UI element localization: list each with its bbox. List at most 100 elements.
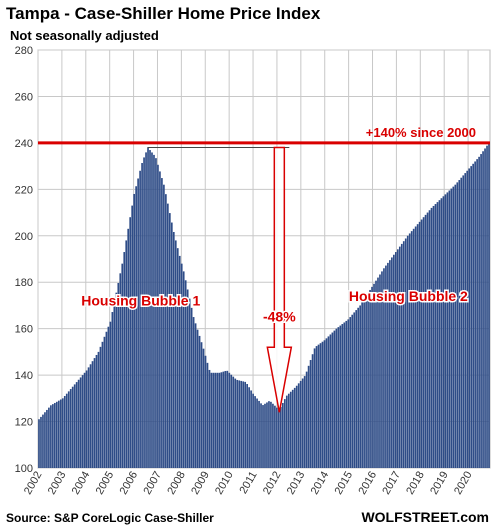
bar <box>321 341 324 468</box>
bar <box>210 372 213 468</box>
bar <box>369 289 371 468</box>
bar <box>361 302 363 468</box>
bar <box>250 390 252 468</box>
bar <box>299 380 302 468</box>
bar <box>462 175 465 468</box>
bar <box>234 378 237 468</box>
bar <box>222 371 225 468</box>
bar <box>79 377 82 468</box>
bar <box>232 376 235 468</box>
bar <box>186 289 189 468</box>
bar <box>75 382 78 468</box>
chart-title: Tampa - Case-Shiller Home Price Index <box>6 4 321 23</box>
bar <box>165 194 167 469</box>
bar <box>174 240 177 468</box>
bar <box>220 372 223 468</box>
bar <box>476 159 478 468</box>
bar <box>317 344 320 468</box>
bar <box>208 369 211 468</box>
bar <box>327 336 330 468</box>
bar <box>373 283 375 468</box>
bar <box>363 299 365 468</box>
bar <box>385 265 387 468</box>
bar <box>325 338 328 468</box>
bar <box>168 213 171 468</box>
bar <box>115 292 118 468</box>
bar <box>283 399 286 468</box>
bar <box>190 307 193 468</box>
bar <box>77 379 80 468</box>
bar <box>289 391 292 468</box>
bar <box>230 374 233 468</box>
bar <box>436 202 439 468</box>
bar <box>256 398 258 468</box>
bars-layer <box>38 142 490 469</box>
bar <box>357 307 360 468</box>
bar <box>172 231 175 468</box>
source-note: Source: S&P CoreLogic Case-Shiller <box>6 511 214 525</box>
bar <box>73 384 76 468</box>
bar <box>278 409 280 468</box>
bar <box>391 257 393 468</box>
bar <box>458 180 461 469</box>
bar <box>408 233 411 468</box>
bar <box>482 151 484 468</box>
drop-arrow <box>266 146 293 413</box>
bar <box>291 389 294 468</box>
bar <box>396 249 399 468</box>
x-tick-label: 2004 <box>70 470 93 497</box>
bar <box>450 188 453 468</box>
x-tick-label: 2009 <box>189 470 212 497</box>
bar <box>103 336 106 468</box>
bar <box>337 327 340 468</box>
bar <box>97 351 100 468</box>
bar <box>353 312 356 468</box>
x-tick-label: 2019 <box>428 470 451 497</box>
bar <box>426 212 429 468</box>
bar <box>83 372 86 468</box>
bar <box>335 328 338 468</box>
bar <box>293 387 296 468</box>
bar <box>323 340 326 468</box>
bar <box>319 343 322 468</box>
x-tick-label: 2015 <box>333 470 356 497</box>
x-tick-label: 2005 <box>94 470 117 497</box>
bar <box>452 186 455 468</box>
bar <box>377 277 379 468</box>
bar <box>438 200 441 469</box>
bar <box>440 198 443 469</box>
bar <box>420 219 423 468</box>
bar <box>117 282 120 468</box>
bar <box>434 204 437 468</box>
bar <box>303 376 306 468</box>
bar <box>474 161 476 468</box>
bar <box>365 296 367 468</box>
bar <box>184 280 187 468</box>
bar <box>155 158 157 468</box>
bar <box>464 173 467 469</box>
bar <box>52 404 54 468</box>
x-tick-label: 2010 <box>213 470 236 497</box>
bar <box>468 168 471 468</box>
bar <box>123 252 126 468</box>
bar <box>432 205 435 468</box>
bar <box>135 186 137 468</box>
bar <box>145 152 147 469</box>
bar <box>244 381 247 468</box>
bar <box>180 263 183 468</box>
bar <box>161 178 163 469</box>
bar <box>129 217 132 468</box>
bar <box>119 273 122 468</box>
y-tick-label: 100 <box>15 463 33 475</box>
bar <box>398 246 401 468</box>
bar <box>412 228 415 468</box>
bar <box>141 163 143 468</box>
bar <box>295 385 298 468</box>
chart-subtitle: Not seasonally adjusted <box>10 28 159 43</box>
bar <box>71 386 74 468</box>
bar <box>418 221 421 468</box>
bar <box>270 401 272 468</box>
bar <box>242 381 245 468</box>
x-tick-label: 2016 <box>356 470 379 497</box>
bar <box>143 157 145 468</box>
